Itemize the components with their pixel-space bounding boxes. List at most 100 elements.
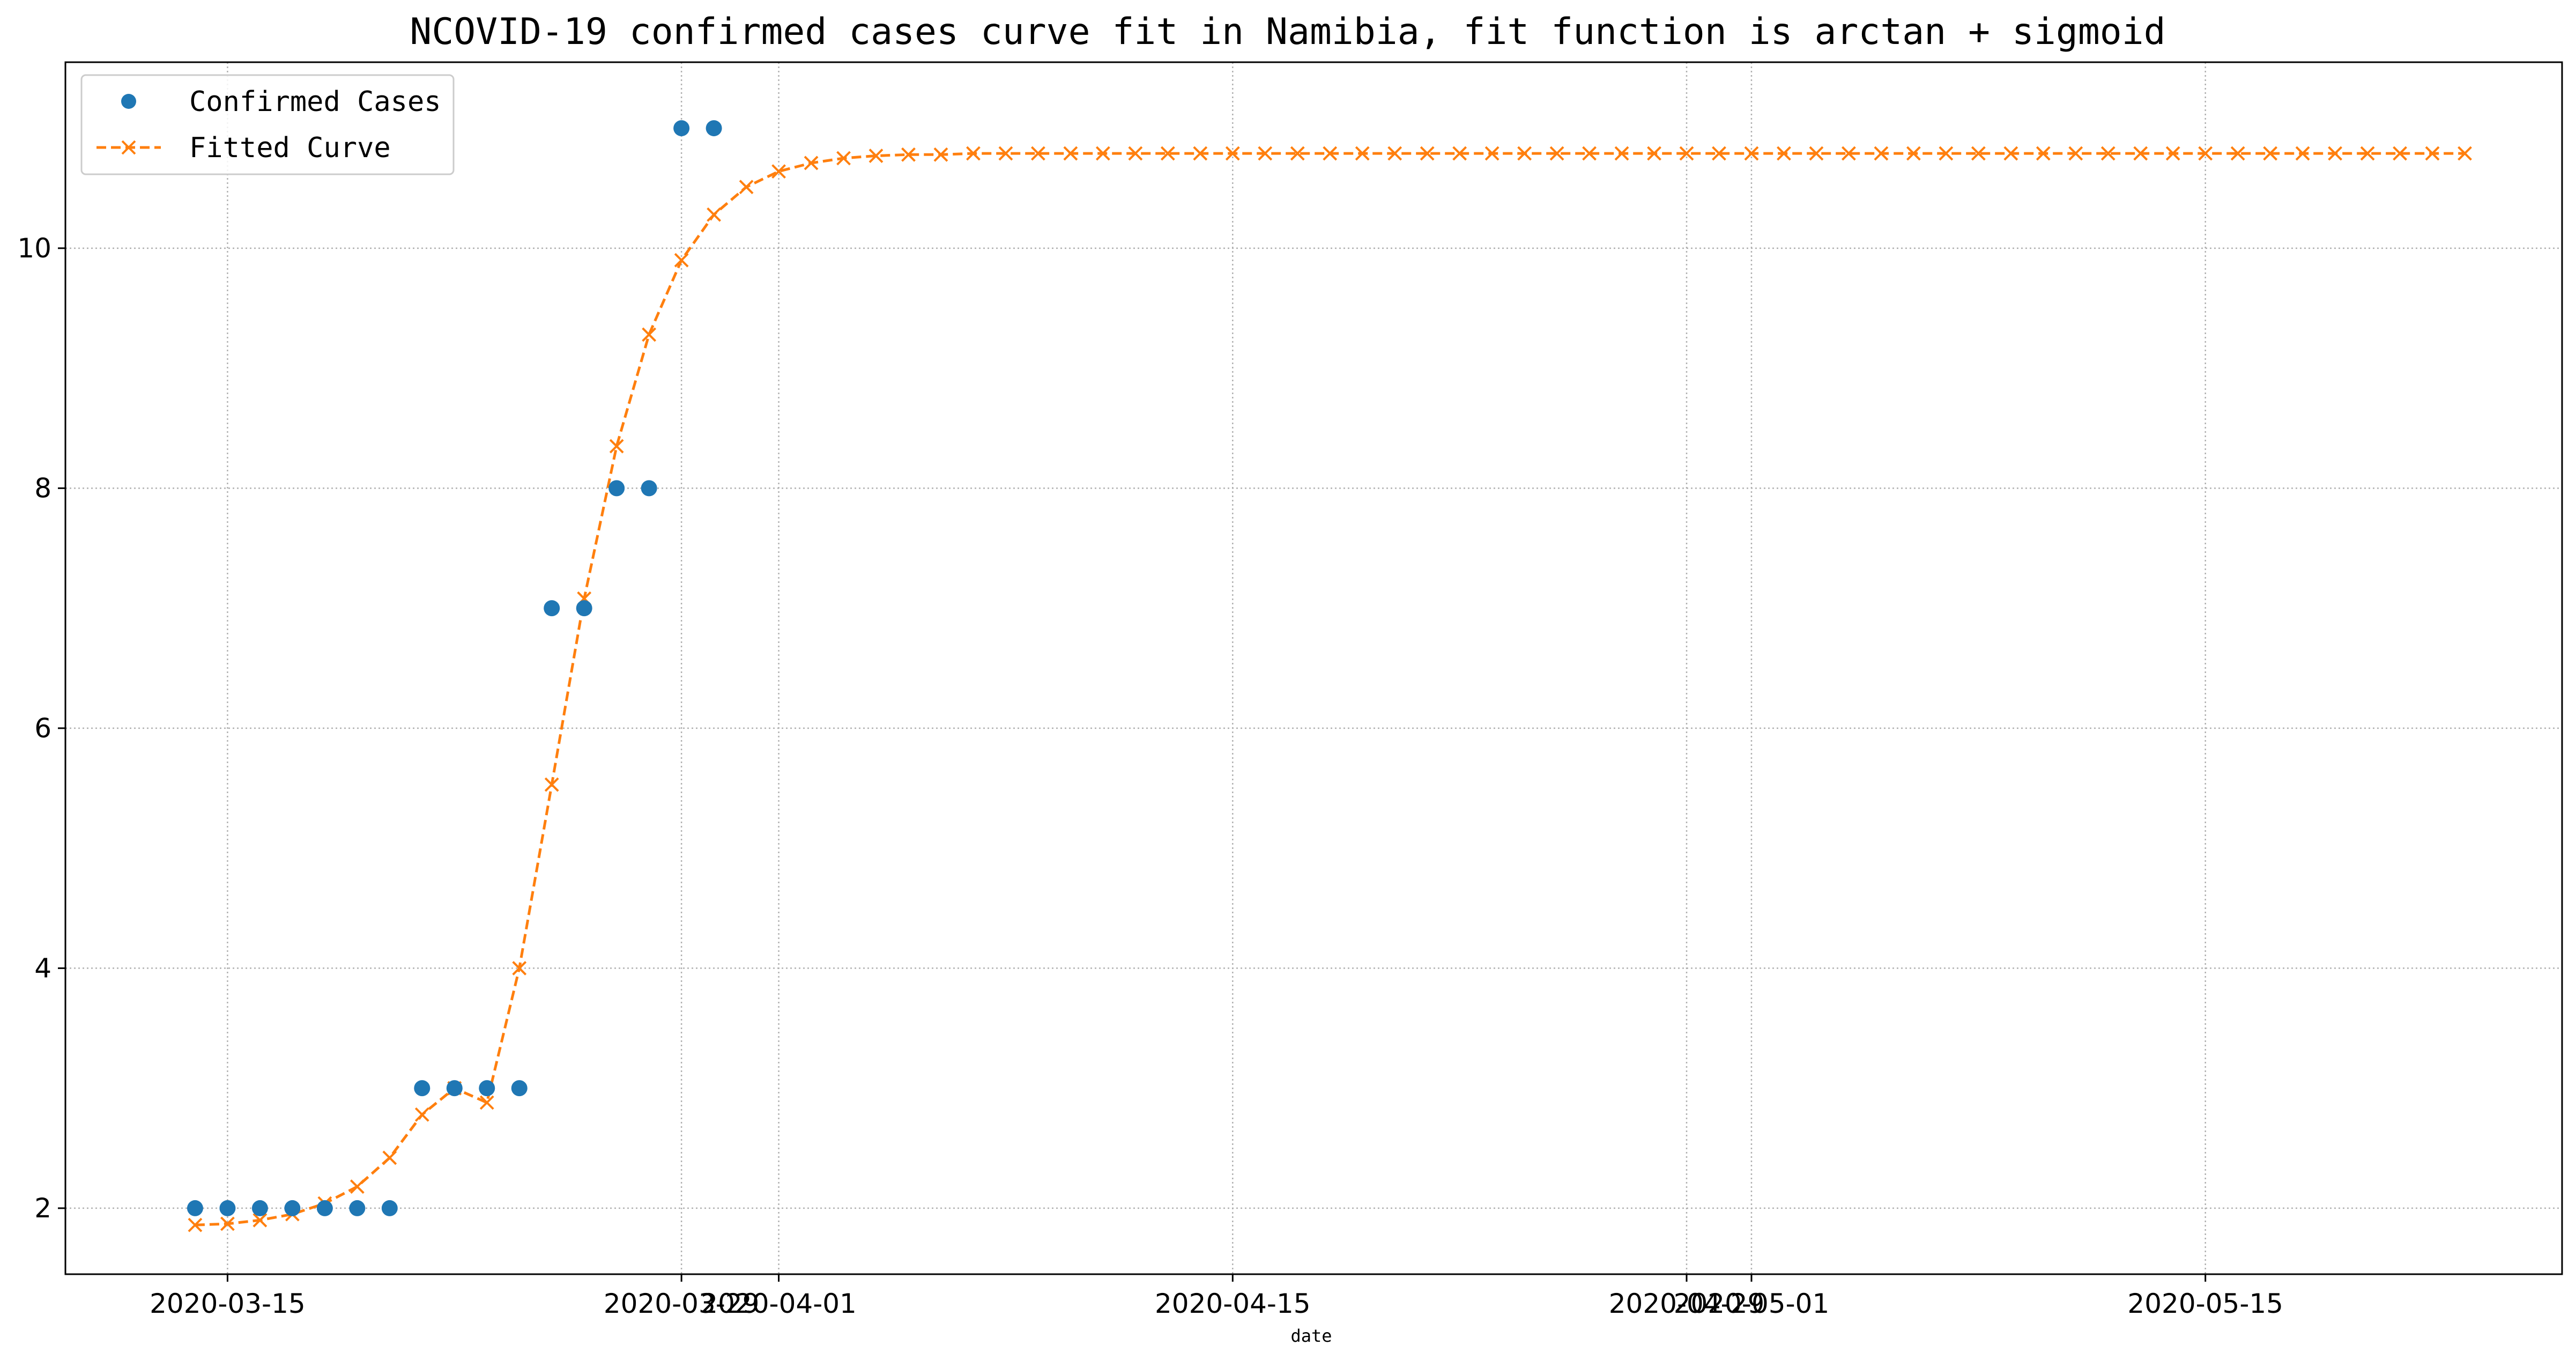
fitted-curve-point: [868, 149, 884, 163]
x-axis-label: date: [1290, 1326, 1332, 1346]
fitted-curve-point: [2425, 146, 2440, 161]
confirmed-cases-point: [673, 120, 690, 137]
fitted-curve-point: [804, 156, 819, 171]
legend: Confirmed Cases Fitted Curve: [80, 74, 455, 175]
fitted-curve-point: [1842, 146, 1856, 161]
confirmed-cases-point: [608, 480, 625, 497]
y-tick-label: 8: [34, 472, 51, 504]
x-tick-label: 2020-04-29: [1609, 1288, 1765, 1319]
plot-frame: [64, 61, 2563, 1275]
x-tick-label: 2020-04-15: [1155, 1288, 1311, 1319]
fitted-curve-point: [382, 1150, 397, 1165]
fitted-curve-point: [1290, 146, 1305, 161]
fitted-curve-point: [544, 777, 559, 792]
confirmed-cases-point: [381, 1200, 398, 1216]
fitted-curve-point: [1874, 146, 1889, 161]
fitted-curve-point: [1258, 146, 1273, 161]
fitted-curve-point: [1355, 146, 1370, 161]
fitted-curve-point: [253, 1213, 268, 1228]
confirmed-cases-point: [251, 1200, 268, 1216]
y-tick-label: 6: [34, 713, 51, 744]
fitted-curve-point: [2165, 146, 2180, 161]
legend-label-confirmed: Confirmed Cases: [189, 86, 441, 118]
fitted-curve-point: [220, 1216, 235, 1231]
fitted-curve-point: [1484, 146, 1499, 161]
fitted-curve-point: [1971, 146, 1986, 161]
fitted-curve-point: [1712, 146, 1726, 161]
fitted-curve-point: [901, 147, 916, 162]
fitted-curve-point: [1647, 146, 1661, 161]
fitted-curve-point: [771, 164, 786, 179]
confirmed-cases-point: [316, 1200, 333, 1216]
fitted-curve-point: [1323, 146, 1338, 161]
fitted-curve-point: [998, 146, 1013, 161]
confirmed-cases-point: [284, 1200, 301, 1216]
confirmed-cases-point: [479, 1080, 495, 1097]
fitted-curve-point: [1549, 146, 1564, 161]
confirmed-cases-point: [349, 1200, 366, 1216]
fitted-curve-point: [1614, 146, 1629, 161]
fitted-curve-point: [1095, 146, 1110, 161]
fitted-curve-point: [1744, 146, 1759, 161]
fitted-curve-point: [2198, 146, 2213, 161]
fitted-curve-point: [1031, 146, 1045, 161]
fitted-curve-point: [1777, 146, 1791, 161]
fitted-curve-point: [1063, 146, 1078, 161]
legend-marker-confirmed: [121, 94, 136, 109]
fitted-curve-point: [1906, 146, 1921, 161]
confirmed-cases-point: [187, 1200, 203, 1216]
fitted-curve-point: [2230, 146, 2245, 161]
x-tick-label: 2020-05-15: [2127, 1288, 2283, 1319]
fitted-curve-point: [1193, 146, 1208, 161]
fitted-curve-point: [2100, 146, 2115, 161]
fitted-curve-point: [707, 207, 722, 222]
legend-box: [80, 74, 455, 175]
fitted-curve-point: [1420, 146, 1435, 161]
fitted-curve-point: [933, 147, 948, 162]
fitted-curve-point: [2393, 146, 2408, 161]
x-tick-label: 2020-03-29: [604, 1288, 760, 1319]
fitted-curve-point: [836, 151, 851, 166]
fitted-curve-point: [609, 439, 624, 454]
y-tick-label: 2: [34, 1193, 51, 1224]
confirmed-cases-point: [641, 480, 657, 497]
fitted-curve-point: [2003, 146, 2018, 161]
y-tick-label: 10: [17, 233, 51, 264]
fitted-curve-point: [1679, 146, 1694, 161]
confirmed-cases-point: [511, 1080, 528, 1097]
fitted-curve-point: [1128, 146, 1143, 161]
confirmed-cases-point: [414, 1080, 430, 1097]
fitted-curve-point: [674, 253, 689, 268]
y-tick-label: 4: [34, 952, 51, 984]
grid-layer: [65, 62, 2562, 1274]
fitted-curve-point: [2068, 146, 2083, 161]
fitted-curve-point: [1387, 146, 1402, 161]
fitted-curve-point: [2360, 146, 2375, 161]
fitted-curve-point: [642, 327, 657, 342]
fitted-curve-point: [479, 1095, 494, 1110]
fitted-curve-point: [1517, 146, 1532, 161]
confirmed-cases-point: [544, 600, 560, 617]
confirmed-cases-point: [576, 600, 592, 617]
fitted-curve-point: [188, 1217, 203, 1232]
fitted-curve-point: [1452, 146, 1467, 161]
x-tick-label: 2020-03-15: [150, 1288, 306, 1319]
legend-label-fitted: Fitted Curve: [189, 132, 391, 164]
fitted-curve-point: [2133, 146, 2148, 161]
series-layer: [187, 120, 2472, 1232]
chart-title: NCOVID-19 confirmed cases curve fit in N…: [410, 11, 2165, 53]
legend-marker-fitted: [121, 140, 136, 155]
confirmed-cases-point: [446, 1080, 463, 1097]
confirmed-cases-point: [706, 120, 722, 137]
fitted-curve-point: [2328, 146, 2343, 161]
fitted-curve-point: [2458, 146, 2472, 161]
x-tick-label: 2020-04-01: [701, 1288, 857, 1319]
fitted-curve-point: [2295, 146, 2310, 161]
x-tick-label: 2020-05-01: [1674, 1288, 1830, 1319]
fitted-curve-point: [1225, 146, 1240, 161]
confirmed-cases-point: [219, 1200, 236, 1216]
fitted-curve-point: [1582, 146, 1597, 161]
